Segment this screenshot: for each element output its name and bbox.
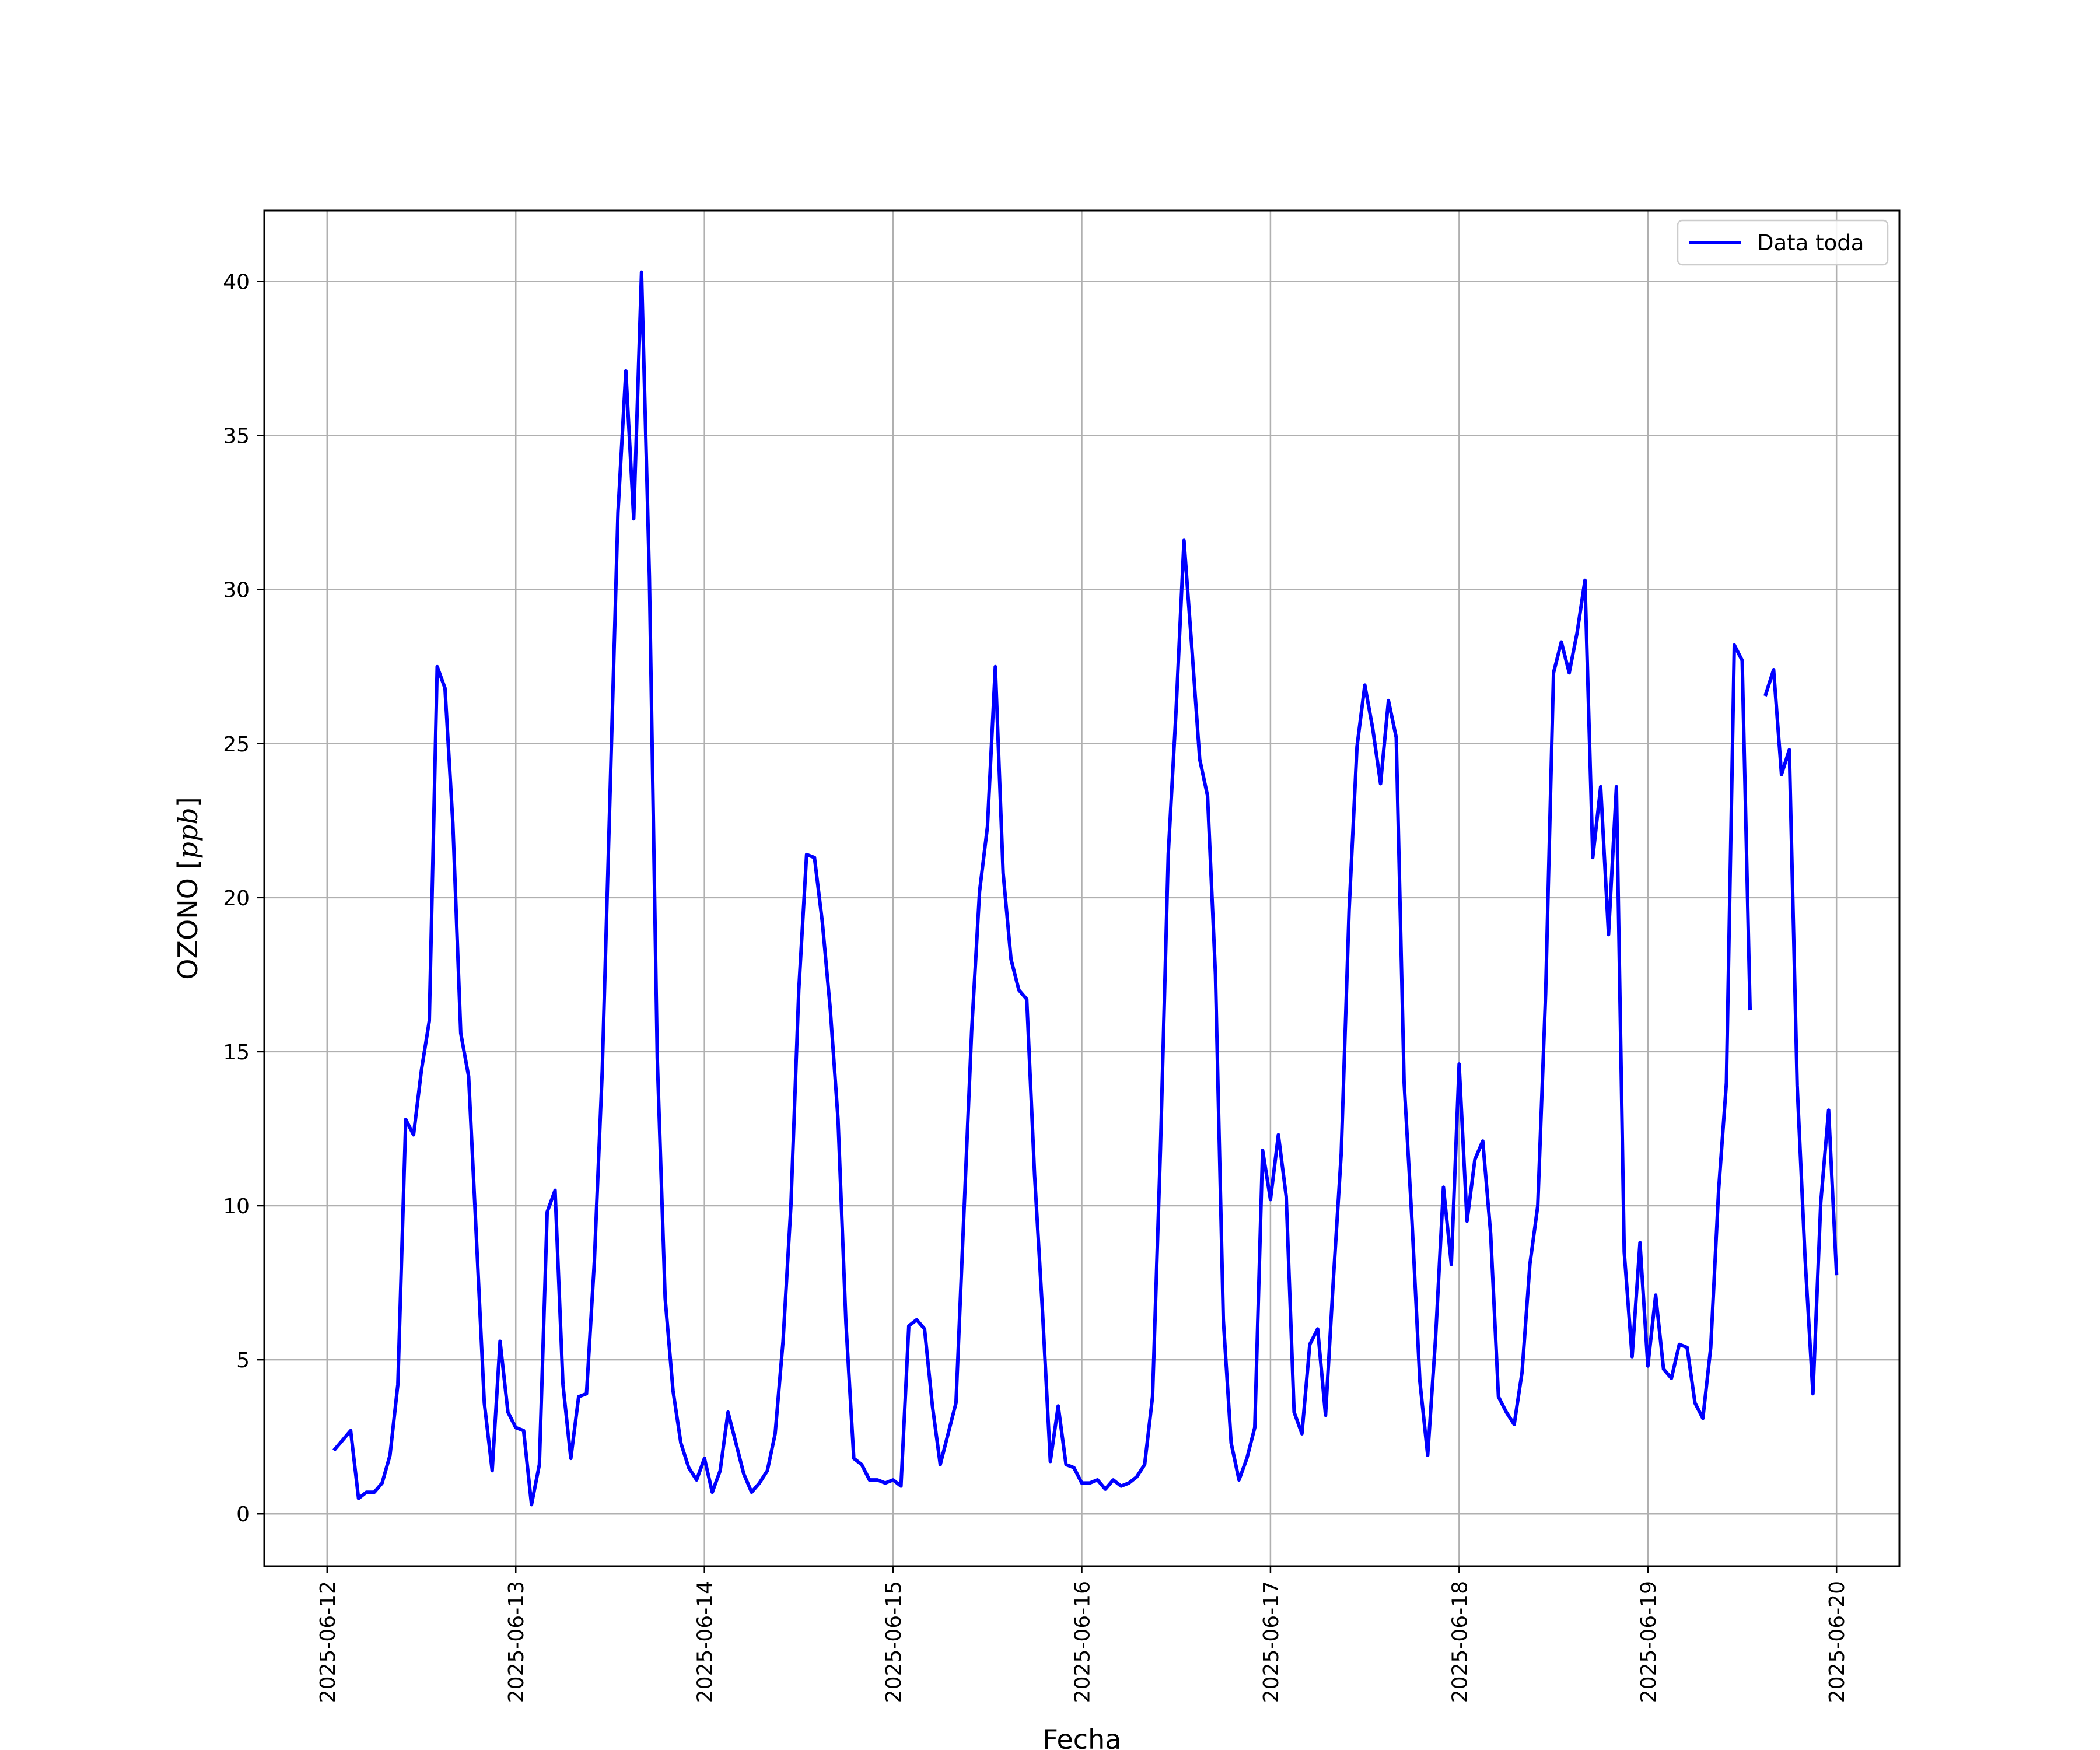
series-layer (332, 270, 1839, 1507)
y-tick-label: 40 (223, 270, 250, 294)
x-tick-label: 2025-06-13 (505, 1581, 528, 1703)
x-axis-label: Fecha (1043, 1724, 1122, 1750)
x-tick-label: 2025-06-12 (316, 1581, 340, 1703)
x-tick-label: 2025-06-14 (694, 1581, 718, 1703)
x-tick-label: 2025-06-18 (1448, 1581, 1472, 1703)
x-tick-label: 2025-06-19 (1637, 1581, 1661, 1703)
y-tick-label: 25 (223, 733, 250, 757)
y-tick-label: 0 (236, 1503, 250, 1527)
y-axis-label: OZONO [ppb] (172, 797, 204, 979)
x-axis-ticks: 2025-06-12 2025-06-13 2025-06-14 2025-06-15… (316, 1566, 1849, 1703)
legend: Data toda (1676, 219, 1889, 266)
x-tick-label: 2025-06-15 (882, 1581, 906, 1703)
legend-box (1676, 219, 1889, 266)
legend-label: Data toda (1757, 230, 1864, 256)
y-tick-label: 5 (236, 1349, 250, 1373)
series-line-data-toda (1763, 668, 1839, 1396)
x-tick-label: 2025-06-16 (1071, 1581, 1095, 1703)
series-line-data-toda (332, 270, 1752, 1507)
y-tick-label: 20 (223, 887, 250, 911)
y-tick-label: 30 (223, 579, 250, 603)
y-tick-label: 10 (223, 1195, 250, 1219)
y-tick-label: 35 (223, 425, 250, 449)
y-tick-label: 15 (223, 1041, 250, 1065)
x-tick-label: 2025-06-20 (1825, 1581, 1849, 1703)
y-axis-ticks: 0 5 10 15 20 25 30 35 40 (223, 270, 264, 1527)
grid (264, 211, 1899, 1566)
x-tick-label: 2025-06-17 (1259, 1581, 1283, 1703)
